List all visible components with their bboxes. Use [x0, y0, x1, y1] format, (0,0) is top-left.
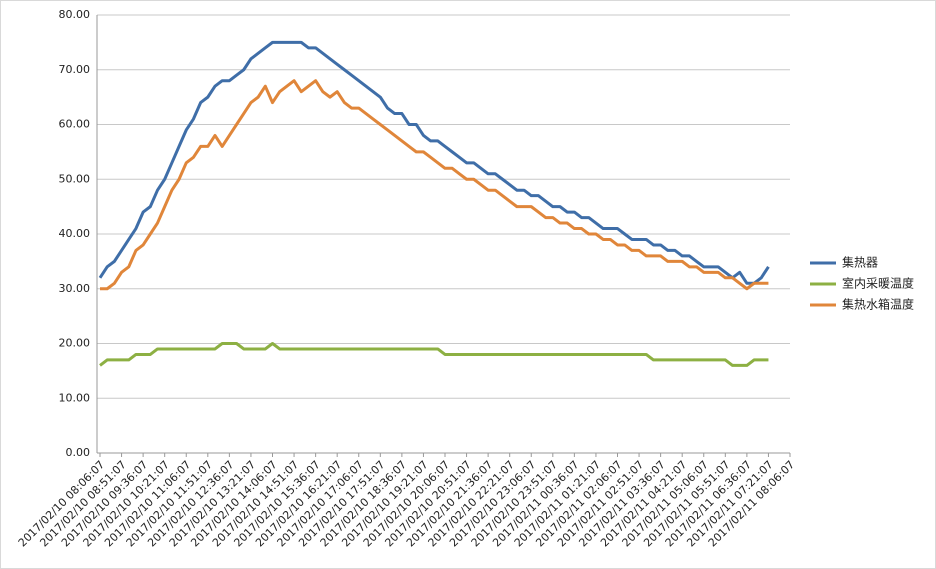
y-tick-label: 10.00: [59, 391, 91, 404]
y-tick-label: 80.00: [59, 8, 91, 21]
legend-label: 集热水箱温度: [842, 297, 914, 312]
legend-label: 室内采暖温度: [842, 276, 914, 291]
y-tick-label: 0.00: [66, 446, 91, 459]
y-tick-label: 60.00: [59, 118, 91, 131]
y-tick-label: 50.00: [59, 172, 91, 185]
y-tick-label: 20.00: [59, 337, 91, 350]
y-tick-label: 30.00: [59, 282, 91, 295]
y-tick-label: 70.00: [59, 63, 91, 76]
legend-label: 集热器: [842, 255, 878, 270]
series-line: [100, 79, 769, 291]
series-line: [98, 40, 770, 285]
series-line: [99, 342, 769, 367]
y-tick-label: 40.00: [59, 227, 91, 240]
